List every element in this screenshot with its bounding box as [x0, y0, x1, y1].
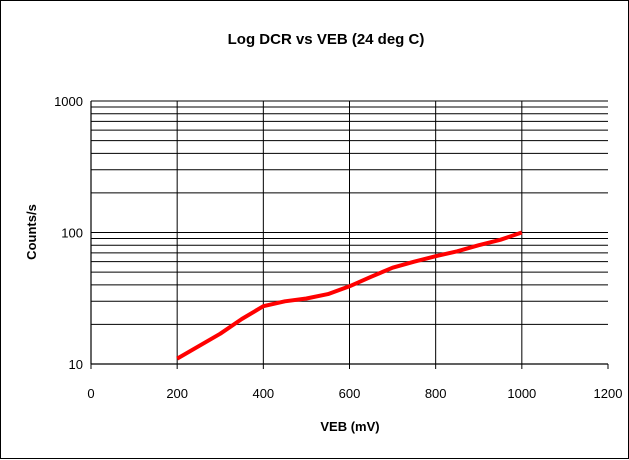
x-tick-label: 800 [425, 386, 447, 401]
y-axis-label: Counts/s [24, 204, 39, 260]
series-layer [176, 230, 523, 361]
x-tick-label: 600 [339, 386, 361, 401]
x-tick-label: 1200 [594, 386, 623, 401]
x-tick-label: 400 [252, 386, 274, 401]
tick-labels: 0 200 400 600 800 1000 1200 10 100 1000 [54, 94, 622, 401]
y-tick-label: 10 [69, 357, 83, 372]
grid-lines [90, 100, 609, 369]
x-axis-label: VEB (mV) [320, 419, 379, 434]
y-tick-label: 100 [61, 226, 83, 241]
chart-title: Log DCR vs VEB (24 deg C) [228, 31, 425, 48]
x-tick-label: 1000 [507, 386, 536, 401]
x-tick-label: 0 [87, 386, 94, 401]
y-tick-label: 1000 [54, 94, 83, 109]
x-tick-label: 200 [166, 386, 188, 401]
series-line [176, 230, 523, 361]
